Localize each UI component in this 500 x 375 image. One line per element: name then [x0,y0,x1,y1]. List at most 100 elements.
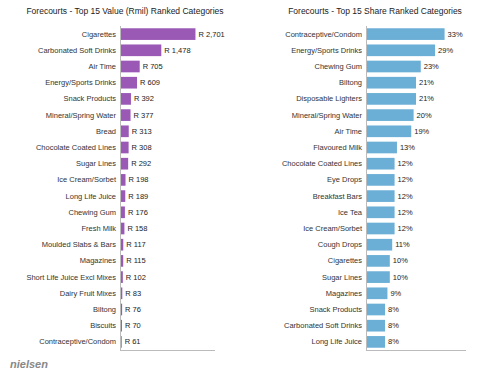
annotation: nielsen [10,358,48,370]
category-label: Snack Products [63,94,116,103]
bar [366,77,416,89]
category-label: Ice Cream/Sorbet [303,224,363,233]
chart-panel: Forecourts - Top 15 Share Ranked Categor… [282,6,466,351]
data-label: R 176 [128,208,148,217]
data-label: 12% [398,192,413,201]
category-label: Magazines [80,256,117,265]
category-label: Cough Drops [318,240,362,249]
bar [366,304,385,316]
data-label: 13% [400,143,415,152]
category-label: Dairy Fruit Mixes [60,289,117,298]
data-label: R 83 [125,289,141,298]
category-label: Contraceptive/Condom [39,337,116,346]
category-label: Air Time [88,62,116,71]
data-label: 10% [393,273,408,282]
data-label: R 292 [131,159,151,168]
category-label: Cigarettes [82,30,116,39]
data-label: 19% [414,127,429,136]
data-label: 29% [438,46,453,55]
bar [120,142,129,154]
bar [366,109,414,121]
data-label: 12% [398,159,413,168]
category-label: Chocolate Coated Lines [282,159,362,168]
data-label: R 198 [129,175,149,184]
category-label: Energy/Sports Drinks [291,46,362,55]
category-label: Disposable Lighters [296,94,362,103]
labels: R 2,701 Cigarettes R 1,478 Carbonated Soft … [26,30,224,347]
y-axis-line [366,26,367,350]
category-label: Chewing Gum [68,208,116,217]
data-label: R 115 [126,256,145,265]
data-label: 21% [419,78,434,87]
data-label: R 313 [132,127,152,136]
bar [366,44,435,56]
bar [120,28,195,40]
category-label: Carbonated Soft Drinks [284,321,362,330]
data-label: R 70 [125,321,141,330]
data-label: R 102 [126,273,146,282]
data-label: 8% [388,337,399,346]
category-label: Eye Drops [327,175,362,184]
labels: 33%Contraceptive/Condom29%Energy/Sports … [282,30,463,347]
data-label: 8% [388,321,399,330]
bar [366,255,390,267]
category-label: Sugar Lines [76,159,116,168]
x-axis-line [120,350,215,351]
data-label: 23% [424,62,439,71]
data-label: R 117 [126,240,145,249]
data-label: R 2,701 [198,30,224,39]
data-label: R 158 [127,224,147,233]
data-label: R 609 [140,78,160,87]
data-label: R 392 [134,94,154,103]
category-label: Moulded Slabs & Bars [42,240,116,249]
bar [366,287,387,299]
bar [120,77,137,89]
data-label: R 76 [125,305,141,314]
category-label: Long Life Juice [312,337,362,346]
bar [366,336,385,348]
bar [120,158,128,170]
data-label: 8% [388,305,399,314]
data-label: 12% [398,175,413,184]
bar [120,61,140,73]
category-label: Biscuits [90,321,116,330]
chart-title: Forecourts - Top 15 Value (Rmil) Ranked … [26,6,223,16]
category-label: Breakfast Bars [313,192,362,201]
category-label: Cigarettes [328,256,362,265]
bar [120,125,129,137]
data-label: R 61 [125,337,141,346]
category-label: Bread [96,127,116,136]
data-label: 10% [393,256,408,265]
bar [366,125,411,137]
category-label: Carbonated Soft Drinks [38,46,116,55]
bar [366,174,395,186]
bar [120,93,131,105]
bar [366,158,395,170]
data-label: 12% [398,208,413,217]
category-label: Long Life Juice [66,192,116,201]
category-label: Snack Products [309,305,362,314]
category-label: Chewing Gum [314,62,362,71]
data-label: R 308 [132,143,152,152]
data-label: R 377 [134,111,154,120]
bar [120,44,161,56]
x-axis-line [366,350,466,351]
data-label: 9% [390,289,401,298]
data-label: R 189 [128,192,148,201]
bars [120,28,195,347]
bar [366,61,421,73]
bar [366,93,416,105]
category-label: Magazines [326,289,363,298]
data-label: 11% [395,240,410,249]
chart-panel: Forecourts - Top 15 Value (Rmil) Ranked … [26,6,224,351]
data-label: R 1,478 [164,46,190,55]
category-label: Sugar Lines [322,273,362,282]
category-label: Energy/Sports Drinks [45,78,116,87]
bar [366,28,445,40]
bars [366,28,445,347]
data-label: 12% [398,224,413,233]
category-label: Fresh Milk [81,224,116,233]
category-label: Chocolate Coated Lines [36,143,116,152]
category-label: Ice Tea [338,208,363,217]
chart-title: Forecourts - Top 15 Share Ranked Categor… [288,6,462,16]
